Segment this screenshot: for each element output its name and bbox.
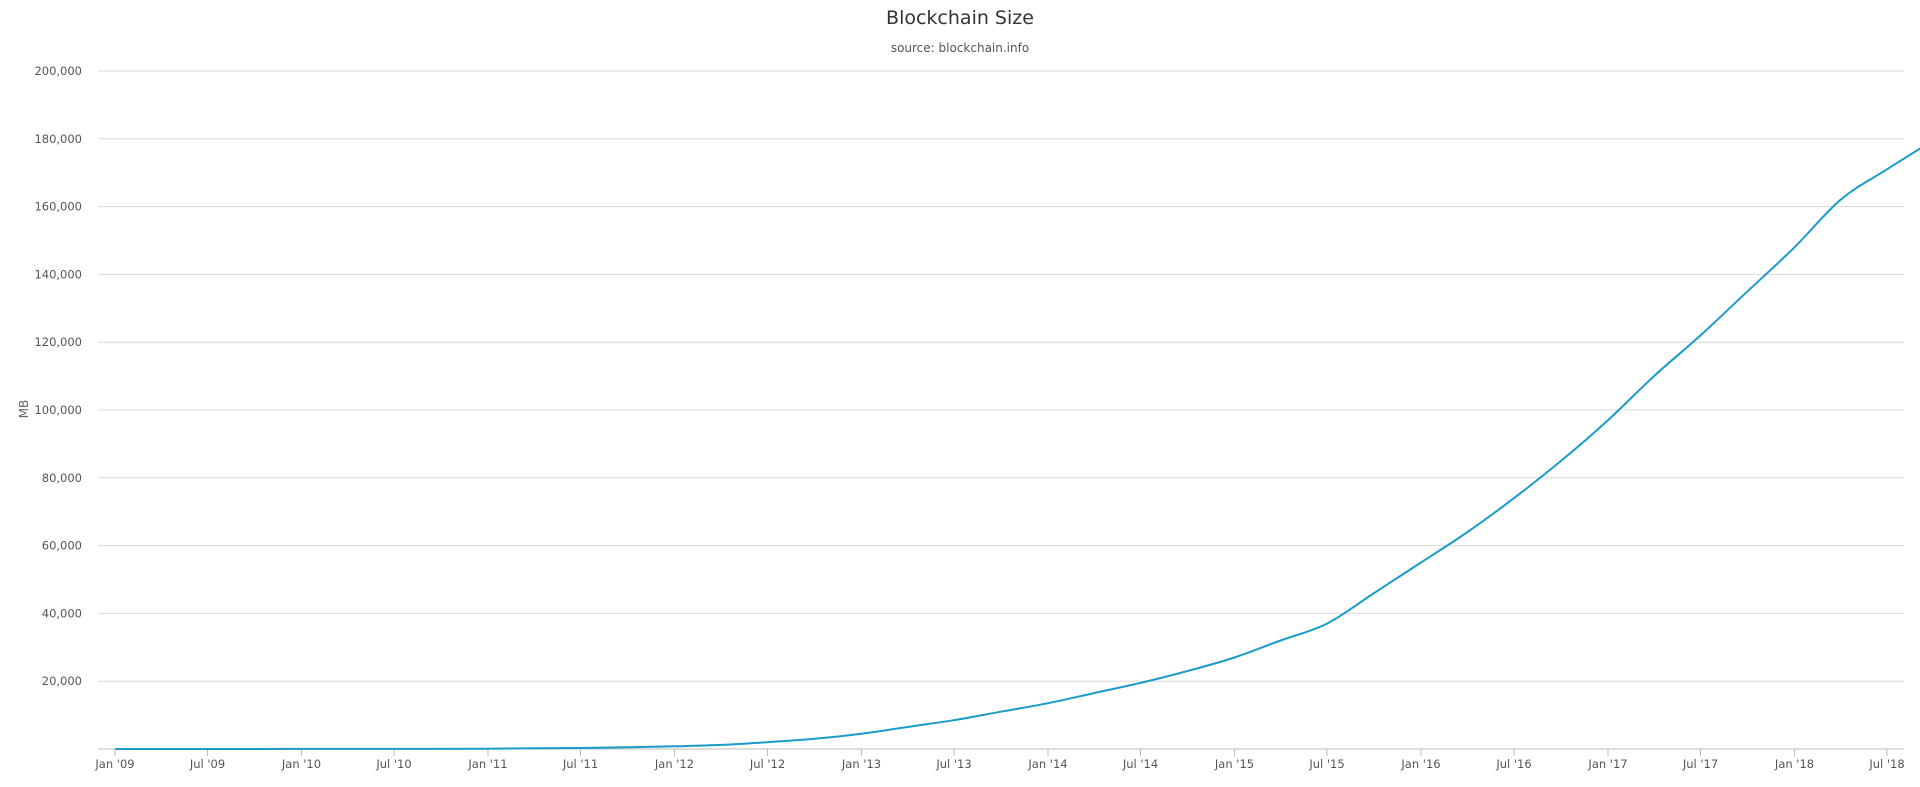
x-axis-ticks: Jan '09 Jul '09 Jan '10 Jul '10 Jan '11 Jul '…	[94, 749, 1905, 771]
y-tick-label: 40,000	[42, 606, 82, 620]
series-layer	[115, 147, 1920, 751]
x-tick-label: Jan '09	[94, 757, 134, 771]
x-tick-label: Jul '15	[1308, 757, 1344, 771]
x-tick-label: Jan '11	[467, 757, 507, 771]
x-tick-label: Jan '10	[281, 757, 321, 771]
y-tick-label: 20,000	[42, 674, 82, 688]
series-line	[115, 147, 1920, 751]
y-axis-ticks: 20,000 40,000 60,000 80,000 100,000 120,000 14…	[34, 64, 82, 688]
y-tick-label: 60,000	[42, 539, 82, 553]
x-tick-label: Jan '14	[1027, 757, 1067, 771]
y-axis-label: MB	[17, 400, 31, 419]
y-tick-label: 140,000	[34, 267, 82, 281]
y-tick-label: 100,000	[34, 403, 82, 417]
chart-title: Blockchain Size	[886, 7, 1034, 29]
x-tick-label: Jan '12	[654, 757, 694, 771]
x-tick-label: Jul '12	[749, 757, 785, 771]
y-tick-label: 180,000	[34, 132, 82, 146]
x-tick-label: Jan '17	[1587, 757, 1627, 771]
y-tick-label: 80,000	[42, 471, 82, 485]
x-tick-label: Jul '17	[1682, 757, 1718, 771]
chart-subtitle: source: blockchain.info	[891, 41, 1029, 55]
y-tick-label: 160,000	[34, 200, 82, 214]
x-tick-label: Jul '18	[1868, 757, 1904, 771]
x-tick-label: Jul '13	[935, 757, 971, 771]
gridlines	[98, 70, 1904, 682]
x-tick-label: Jul '10	[375, 757, 411, 771]
y-tick-label: 120,000	[34, 335, 82, 349]
x-tick-label: Jul '16	[1495, 757, 1531, 771]
x-tick-label: Jul '11	[562, 757, 598, 771]
x-tick-label: Jan '18	[1774, 757, 1814, 771]
x-tick-label: Jul '14	[1122, 757, 1158, 771]
y-tick-label: 200,000	[34, 64, 82, 78]
x-tick-label: Jul '09	[189, 757, 225, 771]
x-tick-label: Jan '16	[1400, 757, 1440, 771]
x-tick-label: Jan '15	[1214, 757, 1254, 771]
x-tick-label: Jan '13	[841, 757, 881, 771]
